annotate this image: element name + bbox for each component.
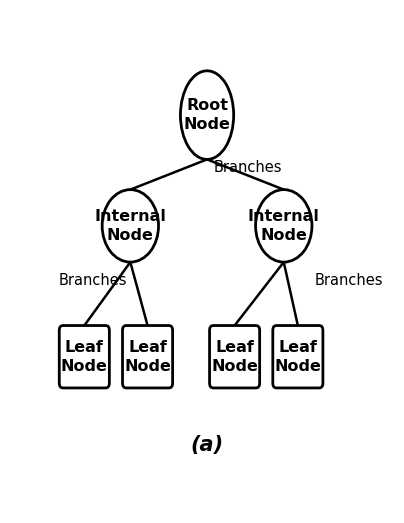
Text: Leaf
Node: Leaf Node — [61, 340, 108, 373]
FancyBboxPatch shape — [122, 325, 173, 388]
Text: Leaf
Node: Leaf Node — [211, 340, 258, 373]
FancyBboxPatch shape — [273, 325, 323, 388]
Text: Root
Node: Root Node — [183, 98, 231, 132]
Text: Branches: Branches — [58, 272, 127, 288]
Text: Internal
Node: Internal Node — [95, 209, 166, 243]
Text: Internal
Node: Internal Node — [248, 209, 320, 243]
Text: Leaf
Node: Leaf Node — [274, 340, 321, 373]
Text: Leaf
Node: Leaf Node — [124, 340, 171, 373]
FancyBboxPatch shape — [210, 325, 260, 388]
Ellipse shape — [181, 71, 234, 160]
Text: (a): (a) — [191, 435, 223, 456]
Ellipse shape — [102, 190, 158, 262]
Text: Branches: Branches — [213, 160, 282, 175]
Text: Branches: Branches — [315, 272, 383, 288]
FancyBboxPatch shape — [59, 325, 109, 388]
Ellipse shape — [256, 190, 312, 262]
